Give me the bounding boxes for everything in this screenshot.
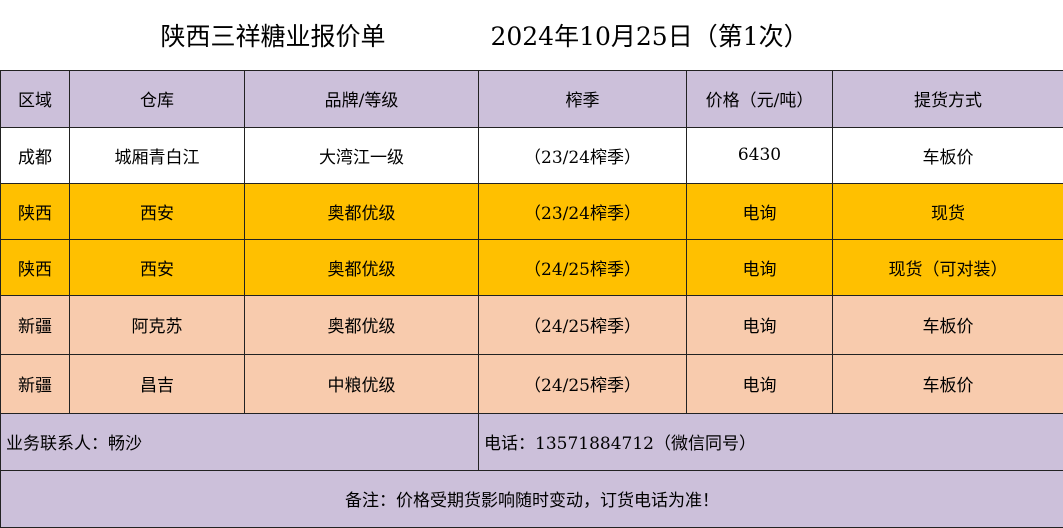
table-cell: 奥都优级 [245,295,479,354]
table-cell: 新疆 [1,354,70,413]
table-cell: 西安 [70,183,245,239]
table-row: 新疆昌吉中粮优级（24/25榨季）电询车板价 [1,354,1063,413]
table-cell: 大湾江一级 [245,127,479,183]
table-cell: 电询 [687,295,833,354]
table-cell: 车板价 [833,354,1063,413]
note-row: 备注：价格受期货影响随时变动，订货电话为准！ [1,470,1063,527]
column-header: 榨季 [479,70,687,127]
phone: 电话：13571884712（微信同号） [479,413,1063,470]
table-cell: 城厢青白江 [70,127,245,183]
contact: 业务联系人：畅沙 [1,413,479,470]
table-cell: 陕西 [1,239,70,295]
table-row: 陕西西安奥都优级（24/25榨季）电询现货（可对装） [1,239,1063,295]
title-row: 陕西三祥糖业报价单 2024年10月25日（第1次） [1,0,1063,70]
table-cell: （24/25榨季） [479,354,687,413]
table-cell: 西安 [70,239,245,295]
table-cell: 电询 [687,239,833,295]
table-row: 陕西西安奥都优级（23/24榨季）电询现货 [1,183,1063,239]
table-cell: 车板价 [833,295,1063,354]
contact-row: 业务联系人：畅沙电话：13571884712（微信同号） [1,413,1063,470]
table-cell: 6430 [687,127,833,183]
table-cell: 电询 [687,354,833,413]
table-cell: 新疆 [1,295,70,354]
date: 2024年10月25日（第1次） [490,17,808,53]
note: 备注：价格受期货影响随时变动，订货电话为准！ [1,470,1063,527]
table-cell: （24/25榨季） [479,239,687,295]
table-cell: （23/24榨季） [479,127,687,183]
column-header: 区域 [1,70,70,127]
table-cell: 现货（可对装） [833,239,1063,295]
title-cell: 陕西三祥糖业报价单 2024年10月25日（第1次） [1,0,1063,70]
table-cell: 成都 [1,127,70,183]
table-row: 新疆阿克苏奥都优级（24/25榨季）电询车板价 [1,295,1063,354]
table-cell: （23/24榨季） [479,183,687,239]
table-cell: 电询 [687,183,833,239]
column-header: 提货方式 [833,70,1063,127]
header-row: 区域仓库品牌/等级榨季价格（元/吨）提货方式 [1,70,1063,127]
table-cell: 陕西 [1,183,70,239]
column-header: 仓库 [70,70,245,127]
table-cell: 奥都优级 [245,183,479,239]
table-cell: 现货 [833,183,1063,239]
table-cell: （24/25榨季） [479,295,687,354]
table-cell: 昌吉 [70,354,245,413]
table-cell: 中粮优级 [245,354,479,413]
title: 陕西三祥糖业报价单 [160,17,385,53]
column-header: 品牌/等级 [245,70,479,127]
column-header: 价格（元/吨） [687,70,833,127]
table-cell: 车板价 [833,127,1063,183]
table-cell: 奥都优级 [245,239,479,295]
table-cell: 阿克苏 [70,295,245,354]
